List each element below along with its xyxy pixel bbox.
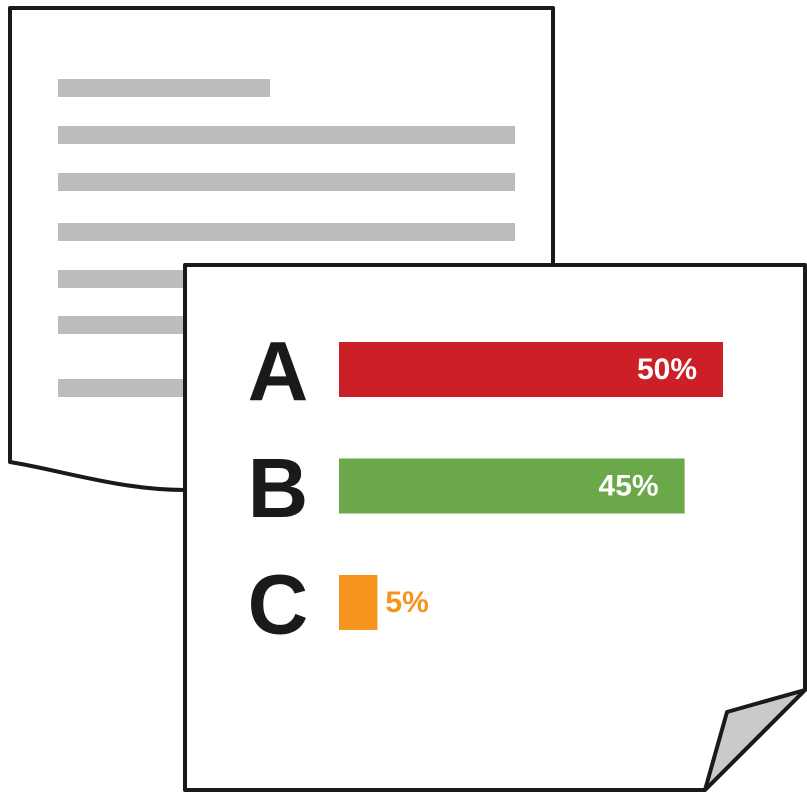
text-line bbox=[58, 316, 198, 334]
text-line bbox=[58, 79, 270, 97]
value-label: 45% bbox=[599, 470, 659, 503]
bar-chart: A 50% B 45% C 5% bbox=[248, 325, 723, 652]
text-line bbox=[58, 223, 515, 241]
text-line bbox=[58, 379, 198, 397]
bar bbox=[339, 458, 685, 514]
value-label: 5% bbox=[385, 586, 428, 619]
category-label: A bbox=[248, 325, 309, 419]
text-line bbox=[58, 270, 198, 288]
text-line bbox=[58, 173, 515, 191]
bar bbox=[339, 342, 723, 397]
bar bbox=[339, 575, 378, 630]
text-lines bbox=[58, 79, 515, 397]
value-label: 50% bbox=[637, 353, 697, 386]
page-curl bbox=[703, 688, 807, 792]
category-label: B bbox=[248, 441, 309, 535]
category-label: C bbox=[248, 558, 309, 652]
text-line bbox=[58, 126, 515, 144]
